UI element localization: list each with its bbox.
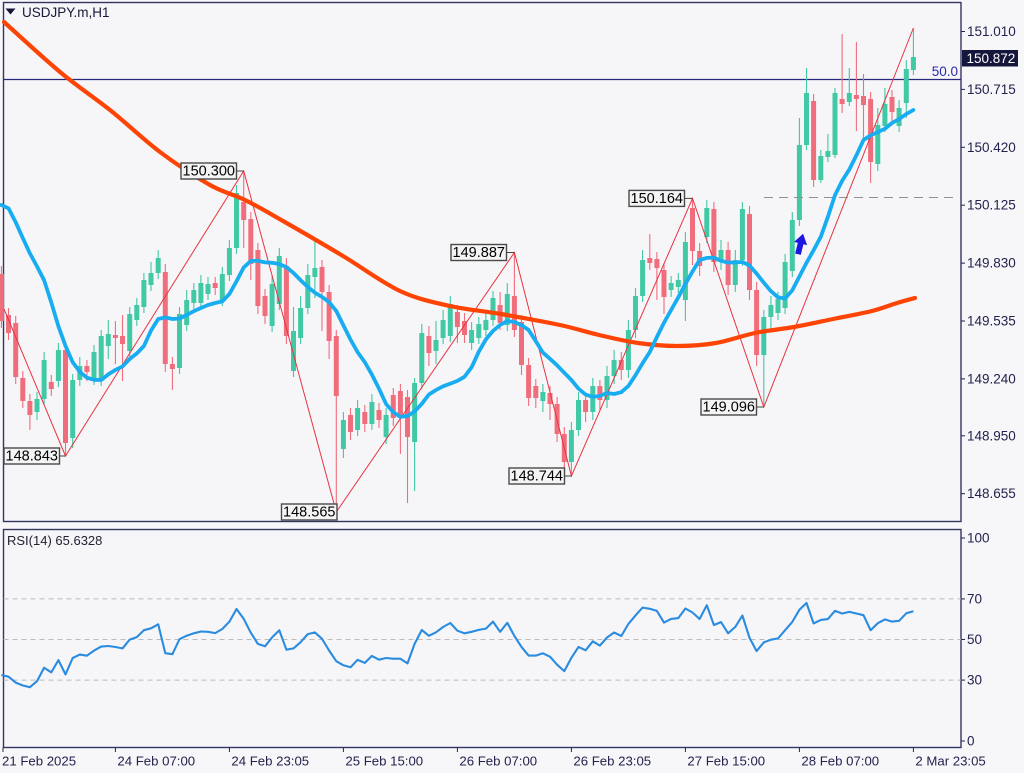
svg-text:148.843: 148.843 [6,449,58,465]
svg-text:148.744: 148.744 [511,469,563,485]
svg-text:148.655: 148.655 [967,486,1016,501]
svg-text:150.300: 150.300 [183,164,235,180]
svg-text:25 Feb 15:00: 25 Feb 15:00 [345,754,423,769]
svg-text:150.125: 150.125 [967,198,1016,213]
svg-text:28 Feb 07:00: 28 Feb 07:00 [801,754,879,769]
svg-text:0: 0 [967,734,975,749]
svg-text:149.830: 149.830 [967,256,1016,271]
svg-text:2 Mar 23:05: 2 Mar 23:05 [915,754,985,769]
svg-text:100: 100 [967,531,990,546]
svg-text:149.887: 149.887 [453,245,505,261]
svg-text:USDJPY.m,H1: USDJPY.m,H1 [22,5,110,20]
svg-text:26 Feb 23:05: 26 Feb 23:05 [573,754,651,769]
svg-text:70: 70 [967,591,982,606]
svg-text:24 Feb 23:05: 24 Feb 23:05 [231,754,309,769]
svg-text:26 Feb 07:00: 26 Feb 07:00 [459,754,537,769]
svg-text:148.565: 148.565 [283,505,335,521]
svg-text:149.535: 149.535 [967,314,1016,329]
svg-text:30: 30 [967,673,982,688]
svg-text:24 Feb 07:00: 24 Feb 07:00 [117,754,195,769]
svg-text:RSI(14) 65.6328: RSI(14) 65.6328 [7,533,102,548]
svg-text:149.096: 149.096 [703,400,755,416]
svg-text:150.164: 150.164 [631,191,683,207]
svg-text:151.010: 151.010 [967,24,1016,39]
svg-text:50.0: 50.0 [932,64,958,79]
svg-text:21 Feb 2025: 21 Feb 2025 [2,754,76,769]
svg-text:150.715: 150.715 [967,82,1016,97]
svg-text:148.950: 148.950 [967,428,1016,443]
svg-text:150.872: 150.872 [967,51,1016,66]
svg-text:27 Feb 15:00: 27 Feb 15:00 [687,754,765,769]
svg-text:149.240: 149.240 [967,371,1016,386]
svg-text:50: 50 [967,632,982,647]
svg-text:150.420: 150.420 [967,140,1016,155]
